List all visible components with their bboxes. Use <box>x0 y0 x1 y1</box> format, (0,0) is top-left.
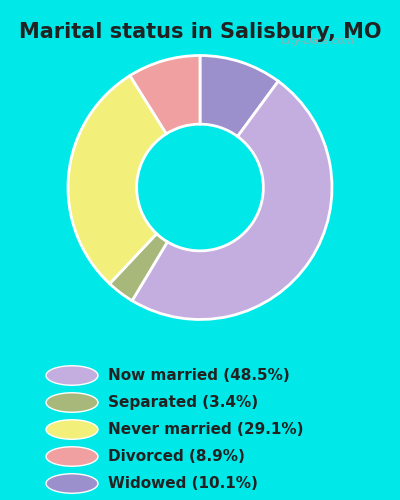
Circle shape <box>46 447 98 466</box>
Wedge shape <box>68 76 166 284</box>
Text: Never married (29.1%): Never married (29.1%) <box>108 422 304 437</box>
Wedge shape <box>200 56 278 136</box>
Circle shape <box>46 420 98 440</box>
Wedge shape <box>132 81 332 320</box>
Text: Divorced (8.9%): Divorced (8.9%) <box>108 449 245 464</box>
Circle shape <box>46 366 98 385</box>
Text: Widowed (10.1%): Widowed (10.1%) <box>108 476 258 491</box>
Text: Now married (48.5%): Now married (48.5%) <box>108 368 290 383</box>
Text: City-Data.com: City-Data.com <box>281 36 355 46</box>
Text: Marital status in Salisbury, MO: Marital status in Salisbury, MO <box>19 22 381 42</box>
Text: Separated (3.4%): Separated (3.4%) <box>108 395 258 410</box>
Circle shape <box>46 393 98 412</box>
Wedge shape <box>110 234 168 300</box>
Wedge shape <box>130 56 200 134</box>
Circle shape <box>46 474 98 493</box>
